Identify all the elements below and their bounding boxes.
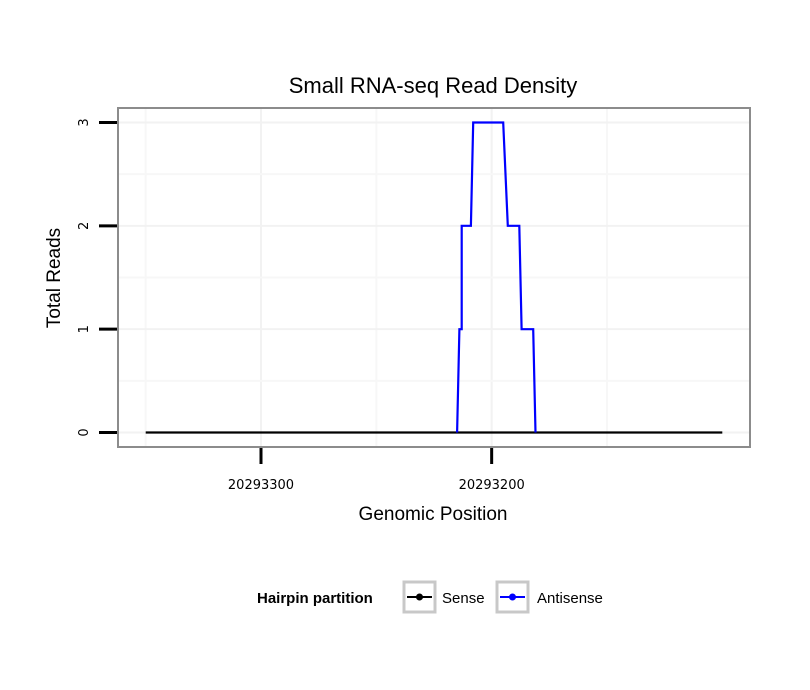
series-line-antisense	[456, 121, 537, 433]
y-axis: 0 1 2 3	[77, 118, 117, 437]
y-tick-label: 1	[77, 325, 92, 333]
y-tick-label: 2	[77, 222, 92, 230]
x-tick-label: 20293300	[228, 478, 294, 493]
y-tick-label: 0	[77, 428, 92, 436]
legend-item-antisense: Antisense	[495, 580, 603, 614]
legend-point-antisense	[509, 593, 516, 601]
legend-label-antisense: Antisense	[537, 590, 603, 607]
grid	[118, 108, 750, 447]
x-tick-label: 20293200	[459, 478, 525, 493]
x-axis-title: Genomic Position	[359, 504, 508, 525]
x-axis: 20293300 20293200	[228, 448, 525, 493]
legend-label-sense: Sense	[442, 590, 485, 607]
legend-point-sense	[416, 593, 423, 601]
y-tick-label: 3	[77, 118, 92, 126]
legend: Hairpin partition Sense Antisense	[257, 580, 603, 614]
legend-title: Hairpin partition	[257, 590, 373, 607]
plot-panel-border	[117, 107, 751, 448]
y-axis-title: Total Reads	[44, 228, 65, 328]
chart-title: Small RNA-seq Read Density	[289, 73, 578, 98]
series-layer	[145, 121, 723, 434]
legend-item-sense: Sense	[402, 580, 485, 614]
